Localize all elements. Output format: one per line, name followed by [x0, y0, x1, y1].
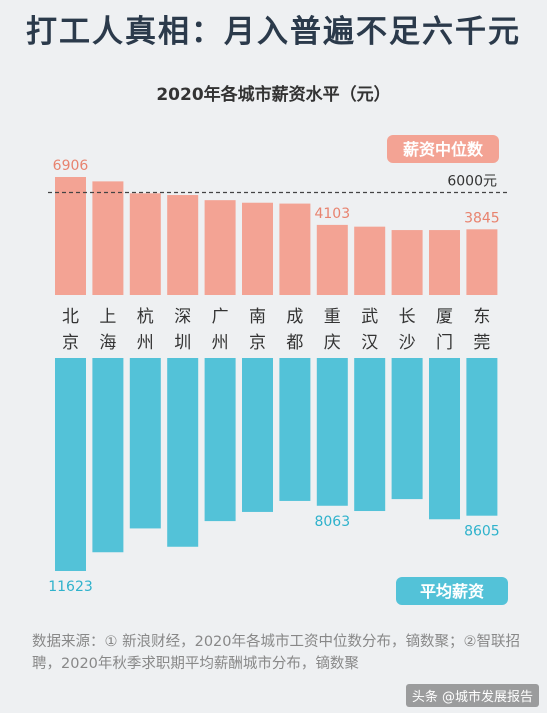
legend-median-pill — [387, 135, 499, 163]
city-label: 武 — [361, 307, 378, 327]
average-bar — [55, 358, 86, 571]
average-bar — [429, 358, 460, 520]
median-bar — [429, 230, 460, 295]
city-label: 州 — [137, 333, 154, 353]
legend-average-pill — [396, 577, 508, 605]
city-label: 海 — [99, 333, 116, 353]
city-label: 北 — [62, 307, 79, 327]
median-bar — [129, 193, 161, 295]
average-bar — [92, 358, 124, 553]
median-bar — [279, 203, 311, 295]
headline: 打工人真相：月入普遍不足六千元 — [26, 14, 521, 50]
average-bar — [354, 358, 386, 512]
city-label: 汉 — [361, 333, 378, 353]
average-value-label: 8063 — [314, 514, 350, 530]
city-label: 厦 — [436, 307, 453, 327]
median-bar — [391, 230, 423, 295]
data-source: 数据来源：① 新浪财经，2020年各城市工资中位数分布，镝数聚；②智联招聘，20… — [32, 634, 521, 672]
city-label: 成 — [286, 307, 303, 327]
median-bar — [167, 195, 199, 295]
average-value-label: 8605 — [464, 524, 500, 540]
city-label: 庆 — [324, 333, 341, 353]
city-label: 沙 — [399, 333, 416, 353]
median-bar — [55, 177, 86, 295]
city-label: 都 — [286, 333, 303, 353]
city-label: 莞 — [473, 333, 490, 353]
median-bar — [204, 200, 236, 295]
average-bar — [129, 358, 161, 529]
median-value-label: 6906 — [53, 158, 89, 174]
median-value-label: 3845 — [464, 210, 500, 226]
city-label: 深 — [174, 307, 191, 327]
city-label: 门 — [436, 333, 453, 353]
average-bar — [466, 358, 498, 516]
legend-median-label: 薪资中位数 — [403, 140, 484, 159]
average-bar — [391, 358, 423, 500]
average-bar — [204, 358, 236, 522]
average-bar — [242, 358, 273, 512]
city-label: 上 — [99, 307, 116, 327]
city-label: 京 — [62, 333, 79, 353]
reference-line-label: 6000元 — [447, 173, 497, 189]
salary-chart: 薪资中位数平均薪资北京690611623上海杭州深圳广州南京成都重庆410380… — [48, 135, 508, 605]
average-bar — [167, 358, 199, 547]
city-label: 杭 — [137, 307, 154, 327]
city-label: 京 — [249, 333, 266, 353]
median-bar — [242, 202, 273, 295]
median-bar — [316, 224, 348, 295]
city-label: 圳 — [174, 333, 191, 353]
chart-title: 2020年各城市薪资水平（元） — [156, 85, 391, 105]
city-label: 东 — [473, 307, 490, 327]
median-bar — [92, 181, 124, 295]
watermark: 头条 @城市发展报告 — [405, 684, 539, 707]
city-label: 南 — [249, 307, 266, 327]
city-label: 州 — [212, 333, 229, 353]
city-label: 广 — [212, 307, 229, 327]
city-label: 重 — [324, 307, 341, 327]
median-value-label: 4103 — [314, 206, 350, 222]
average-bar — [316, 358, 348, 506]
average-bar — [279, 358, 311, 501]
median-bar — [466, 229, 498, 295]
city-label: 长 — [399, 307, 416, 327]
legend-average-label: 平均薪资 — [420, 582, 484, 601]
average-value-label: 11623 — [48, 579, 93, 595]
median-bar — [354, 226, 386, 295]
